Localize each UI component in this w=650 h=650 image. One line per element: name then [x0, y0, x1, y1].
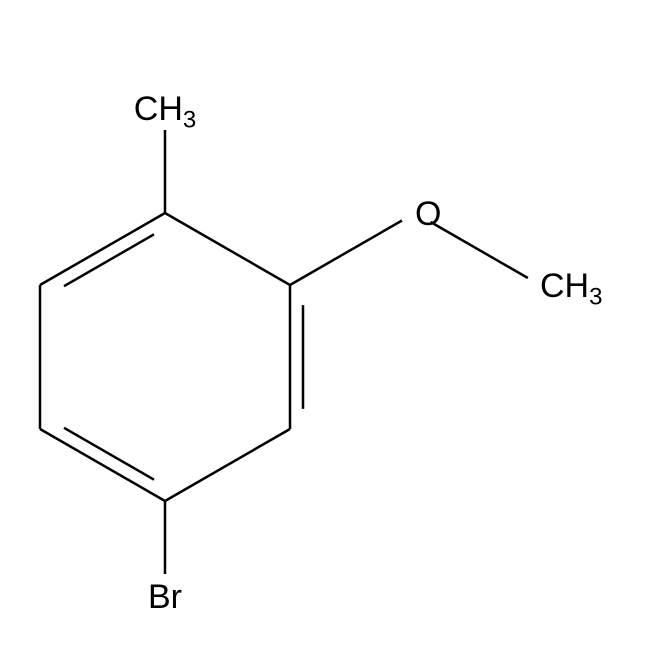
- o-label: O: [415, 195, 441, 233]
- labels-layer: CH3 O CH3 Br: [134, 90, 603, 616]
- bonds-layer: [40, 130, 528, 574]
- br-label: Br: [148, 578, 182, 616]
- ch3_r-label: CH3: [540, 267, 602, 310]
- ch3_top-label: CH3: [134, 90, 196, 133]
- molecule-diagram: CH3 O CH3 Br: [0, 0, 650, 650]
